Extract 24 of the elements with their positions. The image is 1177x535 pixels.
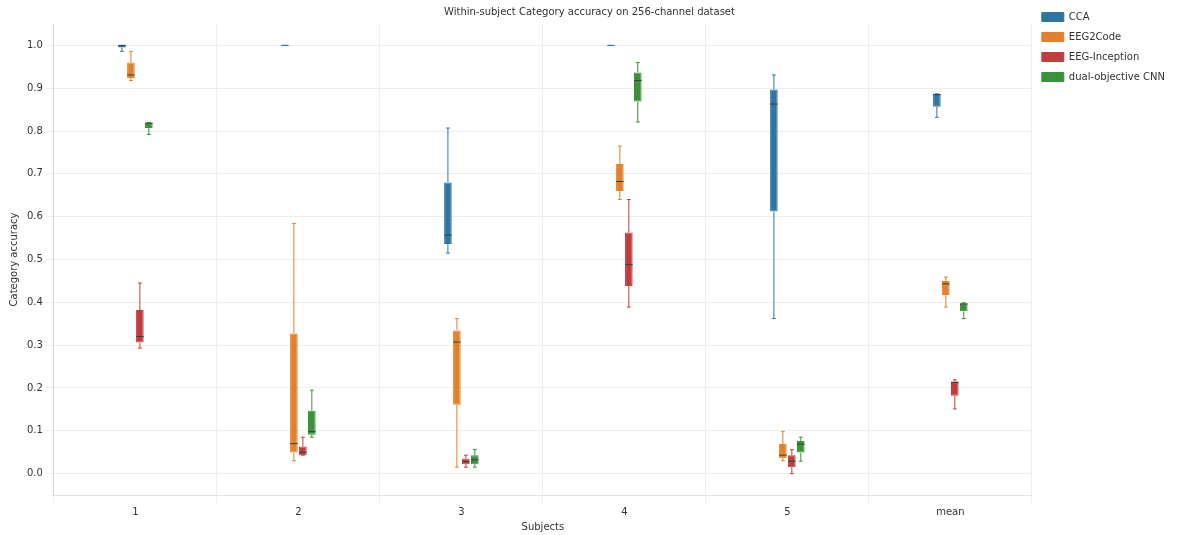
legend-label: EEG2Code: [1068, 30, 1122, 42]
legend-label: EEG-Inception: [1068, 50, 1140, 62]
x-tick-label: 5: [784, 505, 791, 517]
y-tick-label: 0.9: [27, 81, 43, 93]
y-tick-label: 0.5: [27, 253, 43, 265]
x-tick-label: mean: [936, 505, 965, 517]
y-tick-label: 0.7: [27, 167, 43, 179]
x-tick-label: 3: [458, 505, 465, 517]
y-tick-label: 0.8: [27, 124, 43, 136]
y-tick-label: 0.2: [27, 381, 43, 393]
legend-label: CCA: [1068, 10, 1090, 22]
y-axis-title: Category accuracy: [7, 212, 19, 307]
y-tick-label: 0.4: [27, 295, 43, 307]
y-tick-label: 0.1: [27, 424, 43, 436]
x-axis-title: Subjects: [521, 520, 565, 532]
x-tick-label: 2: [295, 505, 302, 517]
y-tick-label: 0.6: [27, 210, 43, 222]
chart-title: Within-subject Category accuracy on 256-channel dataset: [444, 5, 736, 17]
y-tick-label: 0.3: [27, 338, 43, 350]
x-tick-label: 4: [621, 505, 628, 517]
y-tick-label: 0.0: [27, 467, 43, 479]
y-tick-label: 1.0: [27, 39, 43, 50]
legend-label: dual-objective CNN: [1068, 70, 1165, 82]
x-tick-label: 1: [132, 505, 139, 517]
